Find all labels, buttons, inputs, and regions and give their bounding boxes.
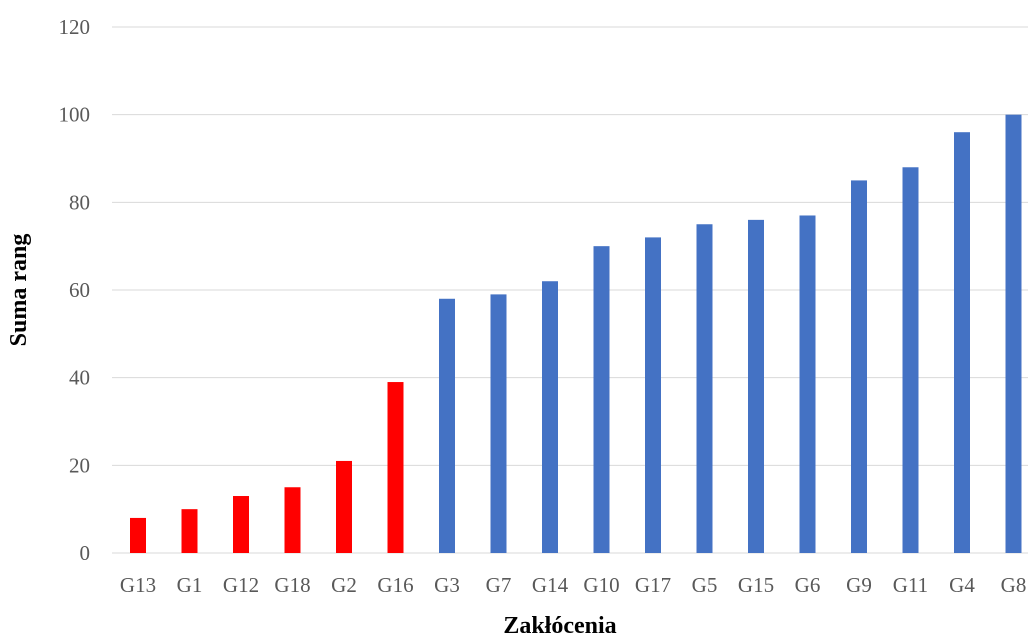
x-tick-label: G11 <box>893 573 928 597</box>
bar-g5 <box>696 224 713 553</box>
bar-g8 <box>1005 114 1022 554</box>
bar-g13 <box>130 517 146 553</box>
bar-g11 <box>902 167 919 553</box>
x-tick-label: G1 <box>177 573 203 597</box>
x-tick-label: G2 <box>331 573 357 597</box>
x-tick-label: G9 <box>846 573 872 597</box>
bar-g7 <box>490 294 507 553</box>
bar-g17 <box>645 237 661 553</box>
x-tick-label: G10 <box>583 573 619 597</box>
x-tick-label: G13 <box>120 573 156 597</box>
bar-g14 <box>542 281 558 553</box>
y-axis-title: Suma rang <box>6 234 32 347</box>
bar-g6 <box>799 215 816 553</box>
bar-g9 <box>851 180 867 553</box>
x-tick-label: G12 <box>223 573 259 597</box>
y-tick-label: 100 <box>59 103 91 127</box>
gridlines <box>112 26 1028 554</box>
x-axis-ticks: G13 G1 G12 G18 G2 G16 G3 G7 G14 G10 G17 G5 G15 G6 G9 G1… <box>120 573 1026 597</box>
x-tick-label: G4 <box>949 573 975 597</box>
y-axis-ticks: 0 20 40 60 80 100 120 <box>59 15 91 565</box>
bar-g18 <box>284 487 301 553</box>
y-tick-label: 20 <box>69 453 90 477</box>
bar-g12 <box>233 496 249 553</box>
x-axis-title: Zakłócenia <box>503 613 616 639</box>
bar-g15 <box>748 219 764 553</box>
x-tick-label: G14 <box>532 573 569 597</box>
x-tick-label: G7 <box>486 573 512 597</box>
x-tick-label: G5 <box>692 573 718 597</box>
y-tick-label: 40 <box>69 366 90 390</box>
bar-g10 <box>593 246 610 553</box>
bar-g1 <box>181 509 198 553</box>
bar-g3 <box>439 298 455 553</box>
bars <box>130 114 1022 554</box>
x-tick-label: G16 <box>377 573 413 597</box>
bar-g2 <box>336 460 352 553</box>
bar-g16 <box>387 382 404 553</box>
x-tick-label: G8 <box>1001 573 1027 597</box>
bar-g4 <box>954 132 970 553</box>
y-tick-label: 80 <box>69 190 90 214</box>
x-tick-label: G18 <box>274 573 310 597</box>
x-tick-label: G3 <box>434 573 460 597</box>
x-tick-label: G17 <box>635 573 671 597</box>
x-tick-label: G6 <box>795 573 821 597</box>
x-tick-label: G15 <box>738 573 774 597</box>
y-tick-label: 0 <box>80 541 91 565</box>
y-tick-label: 60 <box>69 278 90 302</box>
y-tick-label: 120 <box>59 15 91 39</box>
